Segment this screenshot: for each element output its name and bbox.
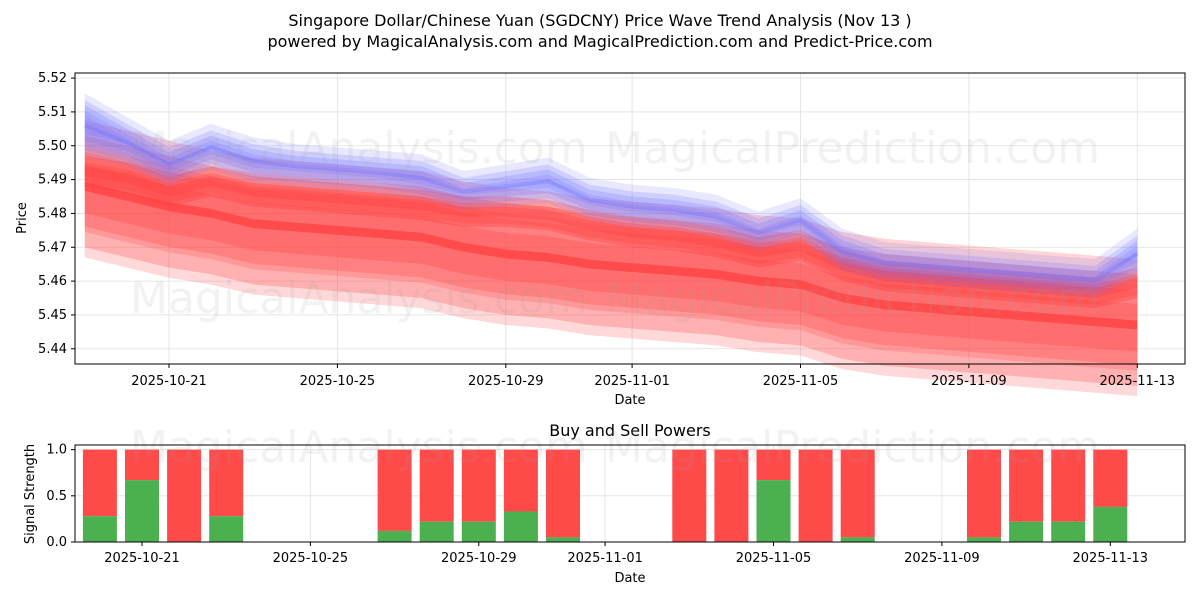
buy-power-bar bbox=[209, 516, 244, 542]
power-x-tick-label: 2025-10-29 bbox=[441, 551, 517, 566]
sell-power-bar bbox=[967, 449, 1001, 538]
buy-power-bar bbox=[461, 521, 496, 542]
price-y-tick-label: 5.45 bbox=[38, 308, 67, 323]
forecast-outer-band bbox=[84, 120, 1138, 371]
buy-power-bar bbox=[756, 480, 791, 542]
buy-power-bar bbox=[419, 521, 454, 542]
watermark-analysis-mid: MagicalAnalysis.com bbox=[130, 273, 588, 324]
power-x-axis-label: Date bbox=[614, 571, 645, 586]
sell-power-bar bbox=[377, 449, 412, 531]
power-y-axis-label: Signal Strength bbox=[23, 444, 38, 544]
watermark-prediction-top: MagicalPrediction.com bbox=[605, 123, 1100, 174]
price-y-ticks: 5.44 5.45 5.46 5.47 5.48 5.49 5.50 5.51 5.52 bbox=[38, 71, 75, 357]
power-bars bbox=[82, 449, 1128, 542]
buy-power-bar bbox=[840, 537, 875, 542]
forecast-outer-band bbox=[84, 145, 1138, 397]
price-x-tick-label: 2025-10-21 bbox=[131, 374, 207, 389]
blue-wave-band bbox=[84, 93, 1138, 276]
power-chart-title: Buy and Sell Powers bbox=[549, 421, 711, 440]
sell-power-bar bbox=[1009, 449, 1044, 522]
price-y-tick-label: 5.49 bbox=[38, 173, 67, 188]
price-y-tick-label: 5.52 bbox=[38, 71, 67, 86]
sell-power-bar bbox=[209, 449, 244, 517]
price-y-tick-label: 5.51 bbox=[38, 105, 67, 120]
power-y-ticks: 0.0 0.5 1.0 bbox=[46, 443, 75, 550]
sell-power-bar bbox=[672, 449, 707, 542]
price-x-tick-label: 2025-11-09 bbox=[931, 374, 1007, 389]
power-x-tick-label: 2025-11-05 bbox=[736, 551, 812, 566]
sell-power-bar bbox=[419, 449, 454, 522]
power-y-tick-label: 0.0 bbox=[46, 535, 67, 550]
forecast-outer-band bbox=[84, 135, 1138, 386]
red-wave-band bbox=[84, 155, 1138, 298]
blue-wave-band bbox=[84, 115, 1138, 298]
price-y-tick-label: 5.48 bbox=[38, 206, 67, 221]
price-waves bbox=[84, 93, 1139, 397]
watermark-analysis-bottom: MagicalAnalysis.com bbox=[130, 422, 588, 473]
power-y-tick-label: 1.0 bbox=[46, 443, 67, 458]
price-y-tick-label: 5.47 bbox=[38, 240, 67, 255]
price-x-ticks: 2025-10-21 2025-10-25 2025-10-29 2025-11-01… bbox=[131, 364, 1175, 389]
buy-power-bar bbox=[546, 537, 580, 542]
blue-wave-band bbox=[84, 110, 1138, 293]
price-y-tick-label: 5.46 bbox=[38, 274, 67, 289]
sell-power-bar bbox=[546, 449, 580, 538]
sell-power-bar bbox=[167, 449, 202, 542]
red-wave-band bbox=[84, 166, 1138, 309]
price-grid bbox=[75, 73, 1185, 364]
red-wave-band bbox=[84, 162, 1138, 305]
power-panel: Buy and Sell Powers MagicalAnalysis.com … bbox=[23, 421, 1186, 586]
sell-power-bar bbox=[503, 449, 538, 512]
blue-wave-line bbox=[84, 123, 1139, 282]
sell-power-bar bbox=[840, 449, 875, 538]
power-x-tick-label: 2025-11-01 bbox=[567, 551, 643, 566]
watermark-analysis-top: MagicalAnalysis.com bbox=[130, 123, 588, 174]
sell-power-bar bbox=[798, 449, 833, 542]
price-y-tick-label: 5.44 bbox=[38, 342, 67, 357]
sell-power-bar bbox=[82, 449, 117, 517]
price-x-tick-label: 2025-10-25 bbox=[300, 374, 376, 389]
sell-power-bar bbox=[756, 449, 791, 481]
power-x-tick-label: 2025-11-09 bbox=[904, 551, 980, 566]
sell-power-bar bbox=[125, 449, 159, 481]
watermark-prediction-bottom: MagicalPrediction.com bbox=[605, 422, 1100, 473]
buy-power-bar bbox=[377, 530, 412, 542]
blue-wave-band bbox=[84, 100, 1138, 283]
chart-title: Singapore Dollar/Chinese Yuan (SGDCNY) P… bbox=[288, 11, 911, 30]
sell-power-bar bbox=[1093, 449, 1128, 507]
power-x-tick-label: 2025-10-21 bbox=[104, 551, 180, 566]
price-plot-frame bbox=[74, 72, 1186, 365]
power-plot-frame bbox=[74, 444, 1186, 543]
sell-power-bar bbox=[714, 449, 749, 542]
sell-power-bar bbox=[1051, 449, 1086, 522]
buy-power-bar bbox=[1051, 521, 1086, 542]
forecast-center-band bbox=[84, 182, 1138, 330]
price-y-axis-label: Price bbox=[15, 202, 30, 234]
buy-power-bar bbox=[1009, 521, 1044, 542]
chart-subtitle: powered by MagicalAnalysis.com and Magic… bbox=[267, 32, 932, 51]
power-y-tick-label: 0.5 bbox=[46, 489, 67, 504]
price-x-tick-label: 2025-10-29 bbox=[468, 374, 544, 389]
power-x-tick-label: 2025-11-13 bbox=[1073, 551, 1149, 566]
price-x-tick-label: 2025-11-05 bbox=[763, 374, 839, 389]
buy-power-bar bbox=[125, 480, 159, 542]
blue-wave-band bbox=[84, 105, 1138, 288]
buy-power-bar bbox=[967, 537, 1001, 542]
price-y-tick-label: 5.50 bbox=[38, 139, 67, 154]
sell-power-bar bbox=[461, 449, 496, 522]
buy-power-bar bbox=[82, 516, 117, 542]
price-x-axis-label: Date bbox=[614, 393, 645, 408]
power-x-ticks: 2025-10-21 2025-10-25 2025-10-29 2025-11-01… bbox=[104, 542, 1148, 566]
buy-power-bar bbox=[1093, 506, 1128, 542]
price-x-tick-label: 2025-11-13 bbox=[1100, 374, 1176, 389]
price-panel: MagicalAnalysis.com MagicalPrediction.co… bbox=[15, 71, 1186, 408]
watermark-prediction-mid: MagicalPrediction.com bbox=[605, 273, 1100, 324]
price-x-tick-label: 2025-11-01 bbox=[594, 374, 670, 389]
buy-power-bar bbox=[503, 511, 538, 542]
power-x-tick-label: 2025-10-25 bbox=[273, 551, 349, 566]
